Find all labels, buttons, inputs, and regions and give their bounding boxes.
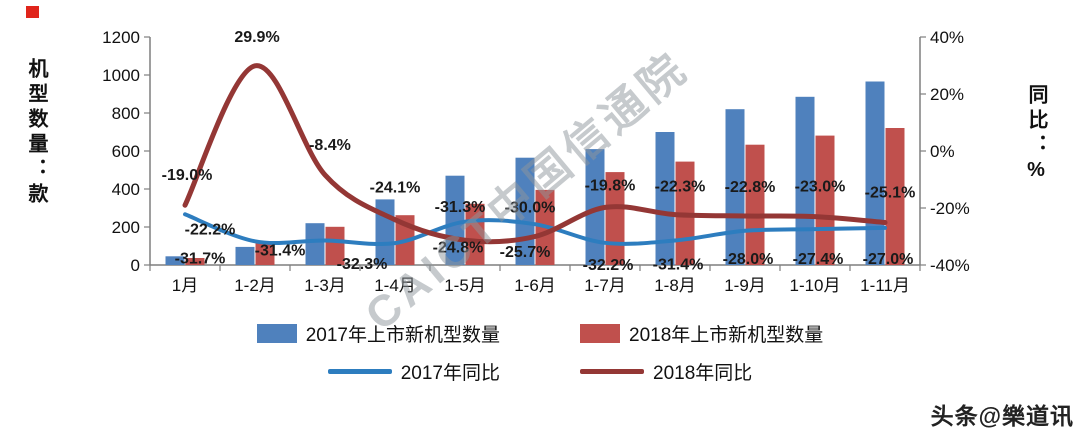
data-label-2017-1-5月: -24.8% (433, 240, 484, 257)
left-axis-tick-label: 600 (112, 142, 140, 161)
x-axis-category-label: 1-4月 (374, 276, 416, 295)
bar-2018-1-3月 (325, 226, 345, 265)
legend-item-2018-bars: 2018年上市新机型数量 (580, 320, 823, 347)
legend-label-2017-line: 2017年同比 (400, 363, 500, 384)
bar-2018-1-10月 (815, 135, 835, 265)
bar-2017-1-7月 (585, 149, 605, 265)
bar-2017-1-8月 (655, 132, 675, 265)
bar-2018-1月 (185, 258, 205, 265)
right-axis-tick-label: 20% (930, 85, 964, 104)
data-label-2018-1-7月: -19.8% (585, 177, 636, 194)
data-label-2017-1-4月: -32.3% (337, 256, 388, 273)
x-axis-category-label: 1月 (172, 276, 198, 295)
right-axis-title: 同比：% (1025, 84, 1047, 186)
legend-swatch-2017-line-icon (327, 369, 392, 374)
data-label-2018-1-2月: 29.9% (234, 29, 279, 46)
line-2017-yoy (183, 212, 887, 247)
legend-item-2017-line: 2017年同比 (327, 358, 500, 385)
left-axis-tick-label: 200 (112, 218, 140, 237)
left-axis-tick-label: 1200 (102, 28, 140, 47)
legend-swatch-2018-bars-icon (580, 324, 620, 343)
data-label-2017-1-8月: -31.4% (653, 257, 704, 274)
x-axis-category-label: 1-2月 (234, 276, 276, 295)
bar-2017-1-9月 (725, 109, 745, 265)
left-axis-tick-label: 400 (112, 180, 140, 199)
right-axis-tick-label: -20% (930, 199, 970, 218)
data-label-2017-1-3月: -31.4% (255, 243, 306, 260)
data-label-2017-1-6月: -25.7% (500, 244, 551, 261)
data-label-2018-1-6月: -30.0% (505, 200, 556, 217)
right-axis-tick-label: 0% (930, 142, 955, 161)
bar-2017-1月 (165, 256, 185, 265)
bar-2017-1-11月 (865, 81, 885, 265)
left-axis-title: 机型数量：款 (25, 58, 47, 208)
data-label-2017-1-7月: -32.2% (583, 257, 634, 274)
legend-swatch-2017-bars-icon (256, 324, 297, 343)
legend-item-2018-line: 2018年同比 (580, 358, 752, 385)
legend-label-2017-bars: 2017年上市新机型数量 (305, 325, 500, 346)
x-axis-category-label: 1-9月 (724, 276, 766, 295)
left-axis-tick-label: 1000 (102, 66, 140, 85)
bar-2017-1-3月 (305, 223, 325, 265)
left-axis-tick-label: 0 (131, 256, 140, 275)
data-label-2018-1-9月: -22.8% (725, 179, 776, 196)
data-label-2018-1-3月: -8.4% (309, 137, 351, 154)
footer-credit: 头条@樂道讯 (930, 403, 1074, 429)
bar-2017-1-2月 (235, 246, 255, 265)
x-axis-category-label: 1-8月 (654, 276, 696, 295)
data-label-2017-1-9月: -28.0% (723, 251, 774, 268)
data-label-2017-1-11月: -27.0% (863, 251, 914, 268)
bar-2017-1-5月 (445, 175, 465, 265)
bar-2018-1-9月 (745, 144, 765, 265)
data-label-2017-1-10月: -27.4% (793, 251, 844, 268)
combo-bar-line-chart: 0 200 400 600 800 1000 1200 -40% -20% 0% 20% 40% 1月 1… (102, 28, 970, 295)
data-label-2017-1月: -22.2% (185, 221, 236, 238)
legend-label-2018-line: 2018年同比 (653, 363, 753, 384)
left-axis-tick-label: 800 (112, 104, 140, 123)
legend-swatch-2018-line-icon (580, 369, 644, 374)
x-axis-category-label: 1-7月 (584, 276, 626, 295)
bar-2018-1-11月 (885, 128, 905, 265)
bar-2017-1-10月 (795, 96, 815, 265)
data-label-2018-1-8月: -22.3% (655, 179, 706, 196)
right-axis-tick-label: -40% (930, 256, 970, 275)
data-label-2017-1-2月: -31.7% (175, 250, 226, 267)
bar-2018-1-2月 (255, 241, 275, 265)
legend-row-lines: 2017年同比 2018年同比 (327, 358, 752, 385)
line-2018-yoy (182, 63, 888, 245)
x-axis-category-label: 1-6月 (514, 276, 556, 295)
legend: 2017年上市新机型数量 2018年上市新机型数量 2017年同比 2018年同… (0, 320, 1080, 385)
x-axis-category-label: 1-10月 (789, 276, 840, 295)
legend-item-2017-bars: 2017年上市新机型数量 (256, 320, 500, 347)
data-label-2018-1月: -19.0% (162, 167, 213, 184)
data-label-2018-1-5月: -31.3% (435, 199, 486, 216)
right-axis-tick-label: 40% (930, 28, 964, 47)
corner-mark (26, 6, 39, 18)
data-label-2018-1-11月: -25.1% (865, 185, 916, 202)
x-axis-category-label: 1-5月 (444, 276, 486, 295)
x-axis-category-label: 1-11月 (860, 276, 910, 295)
legend-label-2018-bars: 2018年上市新机型数量 (629, 325, 824, 346)
legend-row-bars: 2017年上市新机型数量 2018年上市新机型数量 (256, 320, 823, 347)
x-axis-category-label: 1-3月 (304, 276, 346, 295)
data-label-2018-1-10月: -23.0% (795, 179, 846, 196)
data-label-2018-1-4月: -24.1% (370, 180, 421, 197)
